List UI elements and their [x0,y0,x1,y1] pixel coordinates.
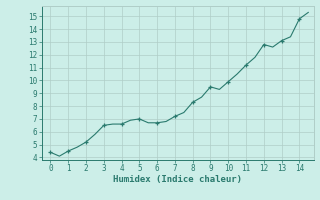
X-axis label: Humidex (Indice chaleur): Humidex (Indice chaleur) [113,175,242,184]
